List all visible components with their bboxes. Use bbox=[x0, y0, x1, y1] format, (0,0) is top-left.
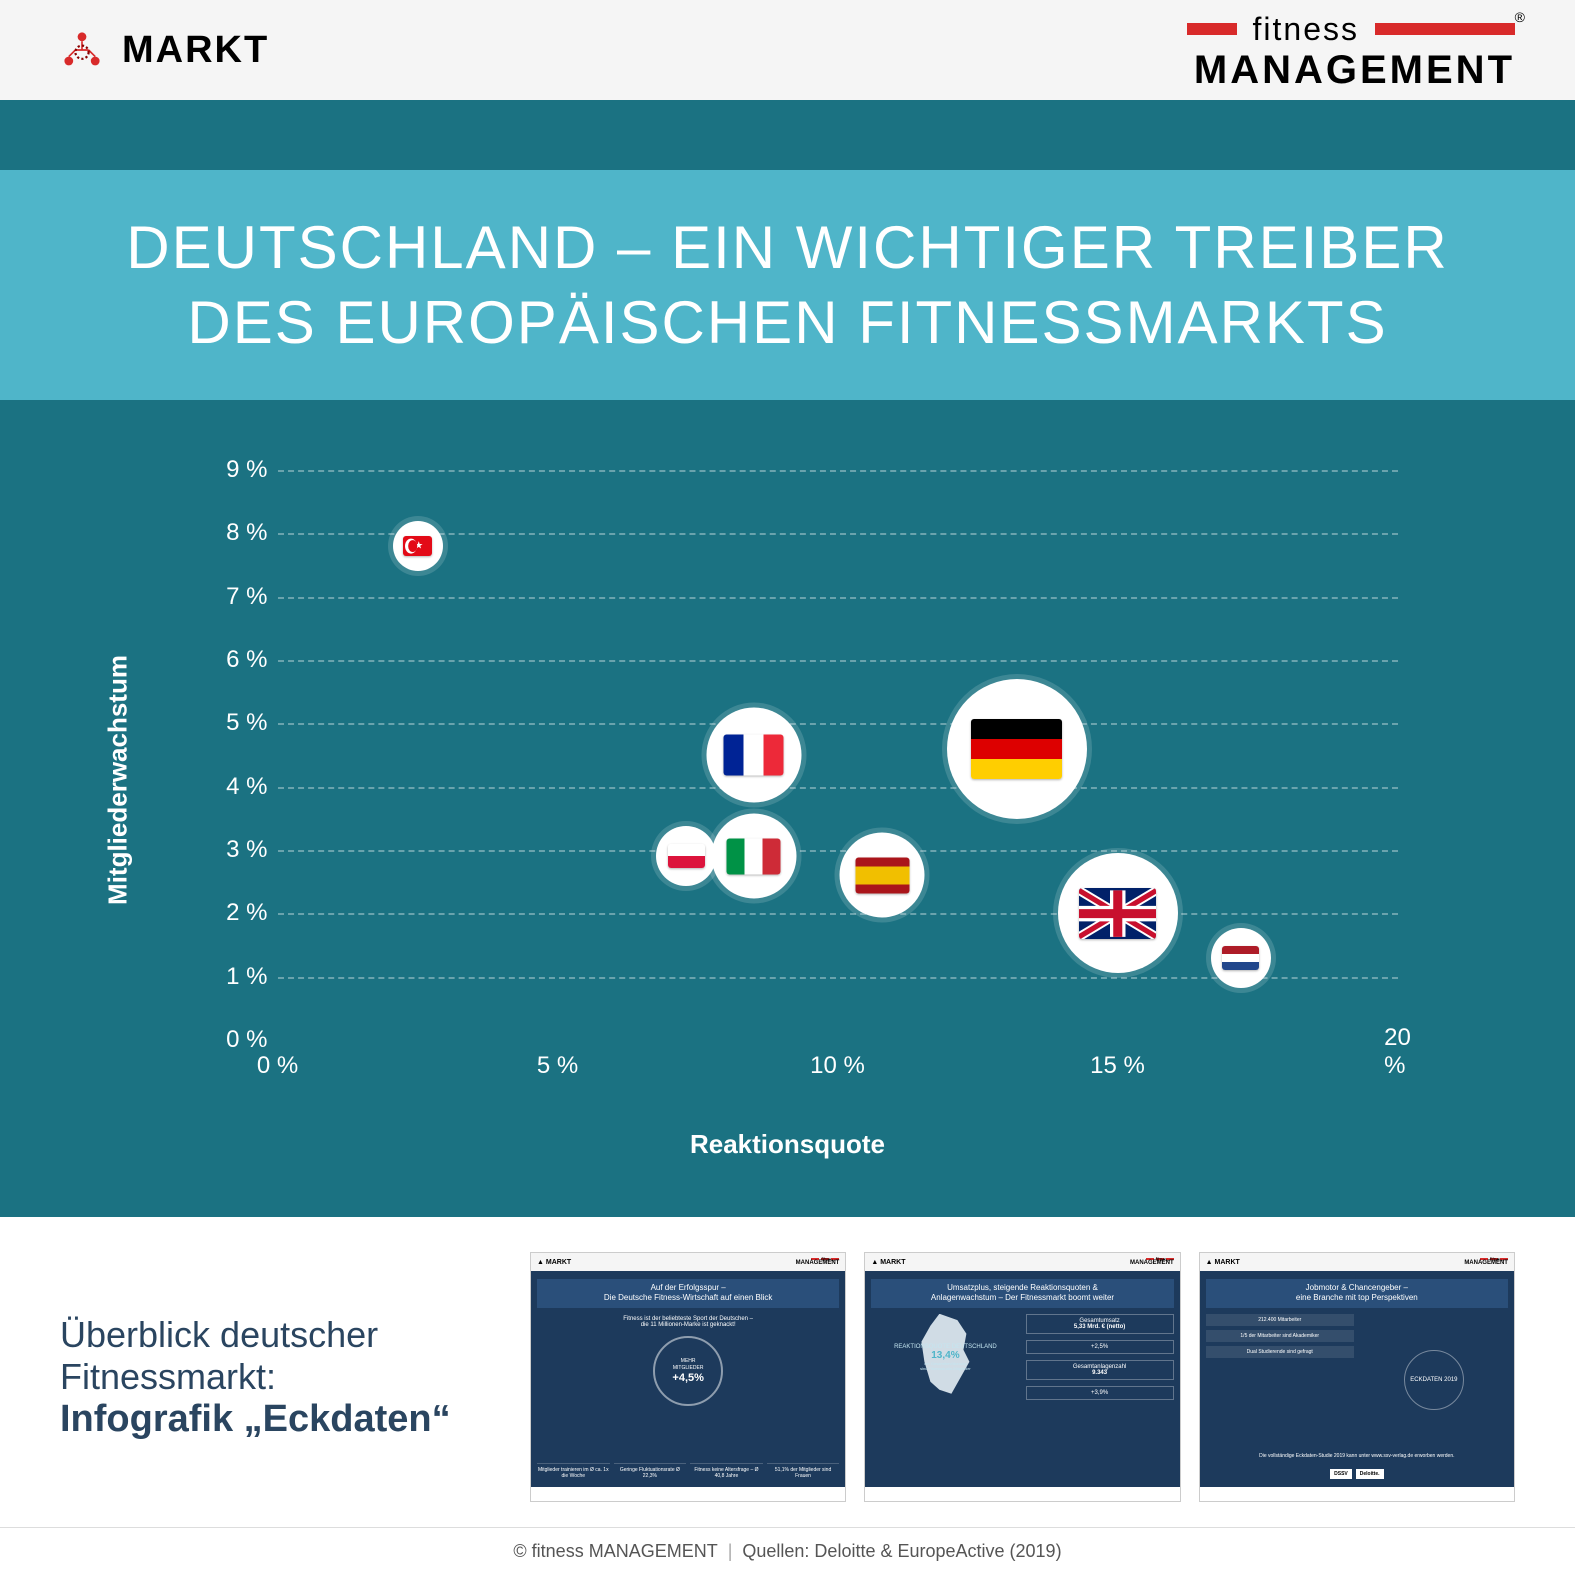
y-axis-label: Mitgliederwachstum bbox=[102, 655, 133, 905]
registered-icon: ® bbox=[1515, 9, 1525, 25]
chart-plot-area: ★ bbox=[278, 470, 1398, 1040]
x-tick: 10 % bbox=[810, 1052, 865, 1080]
y-tick: 6 % bbox=[218, 646, 268, 674]
bubble-chart: Mitgliederwachstum Reaktionsquote ★ 0 %1… bbox=[158, 470, 1418, 1090]
main-title: DEUTSCHLAND – EIN WICHTIGER TREIBER DES … bbox=[60, 210, 1515, 360]
x-tick: 0 % bbox=[257, 1052, 298, 1080]
thumb-3[interactable]: ▲ MARKTfitnessMANAGEMENT Jobmotor & Chan… bbox=[1199, 1252, 1515, 1502]
y-tick: 4 % bbox=[218, 773, 268, 801]
bubble-pl bbox=[656, 826, 716, 886]
x-axis-label: Reaktionsquote bbox=[690, 1129, 885, 1160]
y-tick: 0 % bbox=[218, 1026, 268, 1054]
y-tick: 1 % bbox=[218, 963, 268, 991]
main: DEUTSCHLAND – EIN WICHTIGER TREIBER DES … bbox=[0, 100, 1575, 1217]
footer-copyright: © fitness MANAGEMENT bbox=[513, 1541, 717, 1562]
bottom-section: Überblick deutscher Fitnessmarkt: Infogr… bbox=[0, 1217, 1575, 1527]
y-tick: 3 % bbox=[218, 836, 268, 864]
bubble-de bbox=[947, 679, 1087, 819]
bubble-tr: ★ bbox=[393, 521, 443, 571]
thumb-2[interactable]: ▲ MARKTfitnessMANAGEMENT Umsatzplus, ste… bbox=[864, 1252, 1180, 1502]
markt-text: MARKT bbox=[122, 29, 269, 72]
title-band: DEUTSCHLAND – EIN WICHTIGER TREIBER DES … bbox=[0, 170, 1575, 400]
x-tick: 15 % bbox=[1090, 1052, 1145, 1080]
page: MARKT ® fitness MANAGEMENT DEUTSCHLAND –… bbox=[0, 0, 1575, 1575]
thumb-1[interactable]: ▲ MARKTfitnessMANAGEMENT Auf der Erfolgs… bbox=[530, 1252, 846, 1502]
markt-logo: MARKT bbox=[60, 28, 269, 72]
x-tick: 5 % bbox=[537, 1052, 578, 1080]
y-tick: 8 % bbox=[218, 519, 268, 547]
bottom-text: Überblick deutscher Fitnessmarkt: Infogr… bbox=[60, 1314, 490, 1441]
header: MARKT ® fitness MANAGEMENT bbox=[0, 0, 1575, 100]
bubble-it bbox=[711, 814, 796, 899]
bubble-es bbox=[840, 833, 925, 918]
footer: © fitness MANAGEMENT | Quellen: Deloitte… bbox=[0, 1527, 1575, 1575]
bubble-fr bbox=[706, 708, 801, 803]
members-circle: MEHR MITGLIEDER +4,5% bbox=[653, 1336, 723, 1406]
logo-management-text: MANAGEMENT bbox=[1194, 50, 1515, 90]
x-tick: 20 % bbox=[1384, 1024, 1411, 1080]
footer-sources: Quellen: Deloitte & EuropeActive (2019) bbox=[742, 1541, 1061, 1562]
y-tick: 2 % bbox=[218, 899, 268, 927]
thumbnail-row: ▲ MARKTfitnessMANAGEMENT Auf der Erfolgs… bbox=[530, 1252, 1515, 1502]
y-tick: 5 % bbox=[218, 709, 268, 737]
fitness-management-logo: ® fitness MANAGEMENT bbox=[1187, 11, 1515, 90]
bubble-nl bbox=[1211, 928, 1271, 988]
y-tick: 9 % bbox=[218, 456, 268, 484]
y-tick: 7 % bbox=[218, 583, 268, 611]
markt-icon bbox=[60, 28, 104, 72]
logo-fitness-text: fitness bbox=[1253, 11, 1359, 48]
bubble-uk bbox=[1058, 853, 1178, 973]
